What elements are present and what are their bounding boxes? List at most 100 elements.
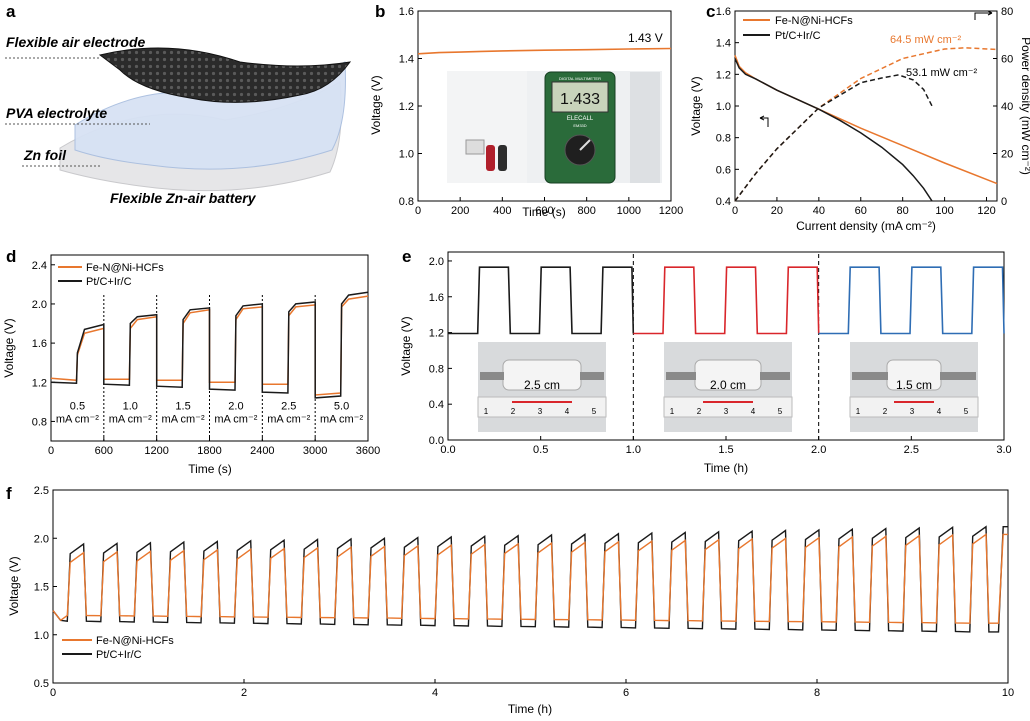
x-tick-label: 800 <box>577 205 595 217</box>
photo-clip-left <box>480 372 504 380</box>
y-tick-label: 1.6 <box>399 6 414 18</box>
panel-c: c 0 20 40 60 80 100 120 0.4 0.6 0.8 1.0 1.2 1.4 1.6 0 2… <box>689 2 1030 233</box>
x-tick-label: 400 <box>493 205 511 217</box>
panel-b: b 1.433 DIGITAL MULTIMETER ELECALL EM33D… <box>369 2 683 219</box>
bend-length-label: 2.5 cm <box>524 378 560 392</box>
ruler-tick-label: 5 <box>778 407 783 416</box>
photo-multimeter: 1.433 DIGITAL MULTIMETER ELECALL EM33D <box>447 71 662 184</box>
current-value-label: 2.0 <box>228 401 243 413</box>
y-tick-label: 1.6 <box>429 292 444 304</box>
y-tick-label: 2.4 <box>32 260 47 272</box>
x-tick-label: 1.0 <box>626 444 641 456</box>
x-tick-label: 10 <box>1002 687 1014 699</box>
x-tick-label: 2.5 <box>904 444 919 456</box>
dial-pointer <box>579 139 591 151</box>
x-tick-label: 4 <box>432 687 438 699</box>
y-tick-label: 1.2 <box>716 69 731 81</box>
panel-f: f 0 2 4 6 8 10 0.5 1.0 1.5 2.0 2.5 Fe-N@Ni-HCFs Pt… <box>6 484 1014 716</box>
panel-a: a Flexible air electrode PVA electrolyte… <box>5 2 352 206</box>
ruler-tick-label: 2 <box>697 407 702 416</box>
y-tick-label: 0.6 <box>716 164 731 176</box>
probe-red <box>486 145 495 171</box>
axis-ticks-f: 0 2 4 6 8 10 0.5 1.0 1.5 2.0 2.5 <box>34 485 1014 699</box>
x-tick-label: 0.5 <box>533 444 548 456</box>
legend-label-fe-n: Fe-N@Ni-HCFs <box>86 262 164 274</box>
x-tick-label: 600 <box>95 445 113 457</box>
y-tick-label: 0.8 <box>429 363 444 375</box>
y-tick-label: 0.8 <box>716 133 731 145</box>
y2-tick-label: 20 <box>1001 149 1013 161</box>
legend-c: Fe-N@Ni-HCFs Pt/C+Ir/C <box>743 15 853 42</box>
x-tick-label: 2.0 <box>811 444 826 456</box>
ylabel-d: Voltage (V) <box>2 318 16 377</box>
xlabel-f: Time (h) <box>508 702 552 716</box>
ruler-tick-label: 2 <box>883 407 888 416</box>
current-unit-label: mA cm⁻² <box>214 414 257 426</box>
series-line-section <box>818 266 1005 335</box>
series-ptc-rate <box>50 291 369 399</box>
battery-clip <box>465 139 485 155</box>
panel-letter-a: a <box>6 2 16 21</box>
photo-clip-right <box>940 372 976 380</box>
y-tick-label: 1.5 <box>34 582 49 594</box>
y-tick-label: 0.0 <box>429 435 444 447</box>
panel-e: e 1 2 3 4 52.5 cm1 2 3 4 52.0 cm1 2 3 4 51.5 cm 0.0 0… <box>399 247 1012 475</box>
photo-ruler <box>663 396 793 418</box>
current-value-label: 5.0 <box>334 401 349 413</box>
y-tick-label: 0.4 <box>716 196 731 208</box>
ylabel-e: Voltage (V) <box>399 316 413 375</box>
bend-length-label: 1.5 cm <box>896 378 932 392</box>
xlabel-c: Current density (mA cm⁻²) <box>796 219 936 233</box>
ruler-tick-label: 3 <box>910 407 915 416</box>
photo-clip-right <box>760 372 790 380</box>
series-ptc-voltage <box>734 58 933 202</box>
panel-letter-e: e <box>402 247 411 266</box>
series-fe-n-power <box>734 47 998 202</box>
probe-black <box>498 145 507 171</box>
x-tick-label: 60 <box>855 205 867 217</box>
ylabel-f: Voltage (V) <box>7 556 21 615</box>
panel-letter-f: f <box>6 484 12 503</box>
current-unit-label: mA cm⁻² <box>109 414 152 426</box>
axis-ticks-e: 0.0 0.5 1.0 1.5 2.0 2.5 3.0 0.0 0.4 0.8 1.2 1.6 2.0 <box>429 252 1012 456</box>
ruler-tick-label: 1 <box>670 407 675 416</box>
x-tick-label: 1800 <box>197 445 221 457</box>
photo-clip-left <box>852 372 888 380</box>
label-battery: Flexible Zn-air battery <box>110 190 257 206</box>
multimeter-brand: ELECALL <box>567 116 594 122</box>
y-tick-label: 1.0 <box>399 149 414 161</box>
panel-letter-b: b <box>375 2 385 21</box>
axis-ticks-b: 0 200 400 600 800 1000 1200 0.8 1.0 1.2 1.4 1.6 <box>399 6 684 217</box>
annotation-fe-n-power: 64.5 mW cm⁻² <box>890 34 962 46</box>
x-tick-label: 40 <box>813 205 825 217</box>
annotation-voltage-b: 1.43 V <box>628 31 663 45</box>
ruler-tick-label: 1 <box>856 407 861 416</box>
y-tick-label: 2.0 <box>32 299 47 311</box>
photo-clip-right <box>580 372 604 380</box>
photo-ruler <box>849 396 979 418</box>
current-labels-d: 0.5mA cm⁻²1.0mA cm⁻²1.5mA cm⁻²2.0mA cm⁻²… <box>56 401 364 426</box>
x-tick-label: 8 <box>814 687 820 699</box>
ruler-tick-label: 5 <box>592 407 597 416</box>
multimeter-label: DIGITAL MULTIMETER <box>559 76 601 81</box>
multimeter-reading: 1.433 <box>560 91 600 108</box>
legend-label-ptc: Pt/C+Ir/C <box>775 30 821 42</box>
y-tick-label: 1.2 <box>32 377 47 389</box>
ruler-tick-label: 2 <box>511 407 516 416</box>
panel-d: d 0 600 1200 1800 2400 3000 3600 0.8 1.2 1.6 2.0 2.… <box>2 247 380 476</box>
x-tick-label: 6 <box>623 687 629 699</box>
x-tick-label: 3.0 <box>996 444 1011 456</box>
x-tick-label: 120 <box>977 205 995 217</box>
y-tick-label: 1.6 <box>32 338 47 350</box>
multimeter-screen <box>551 81 609 113</box>
y-tick-label: 0.8 <box>399 196 414 208</box>
arrow-left-axis <box>759 115 769 127</box>
x-tick-label: 600 <box>535 205 553 217</box>
y-tick-label: 1.0 <box>34 630 49 642</box>
x-tick-label: 2400 <box>250 445 274 457</box>
xlabel-b: Time (s) <box>522 205 566 219</box>
y-tick-label: 2.0 <box>34 533 49 545</box>
y2-tick-label: 80 <box>1001 6 1013 18</box>
legend-label-fe-n: Fe-N@Ni-HCFs <box>96 635 174 647</box>
